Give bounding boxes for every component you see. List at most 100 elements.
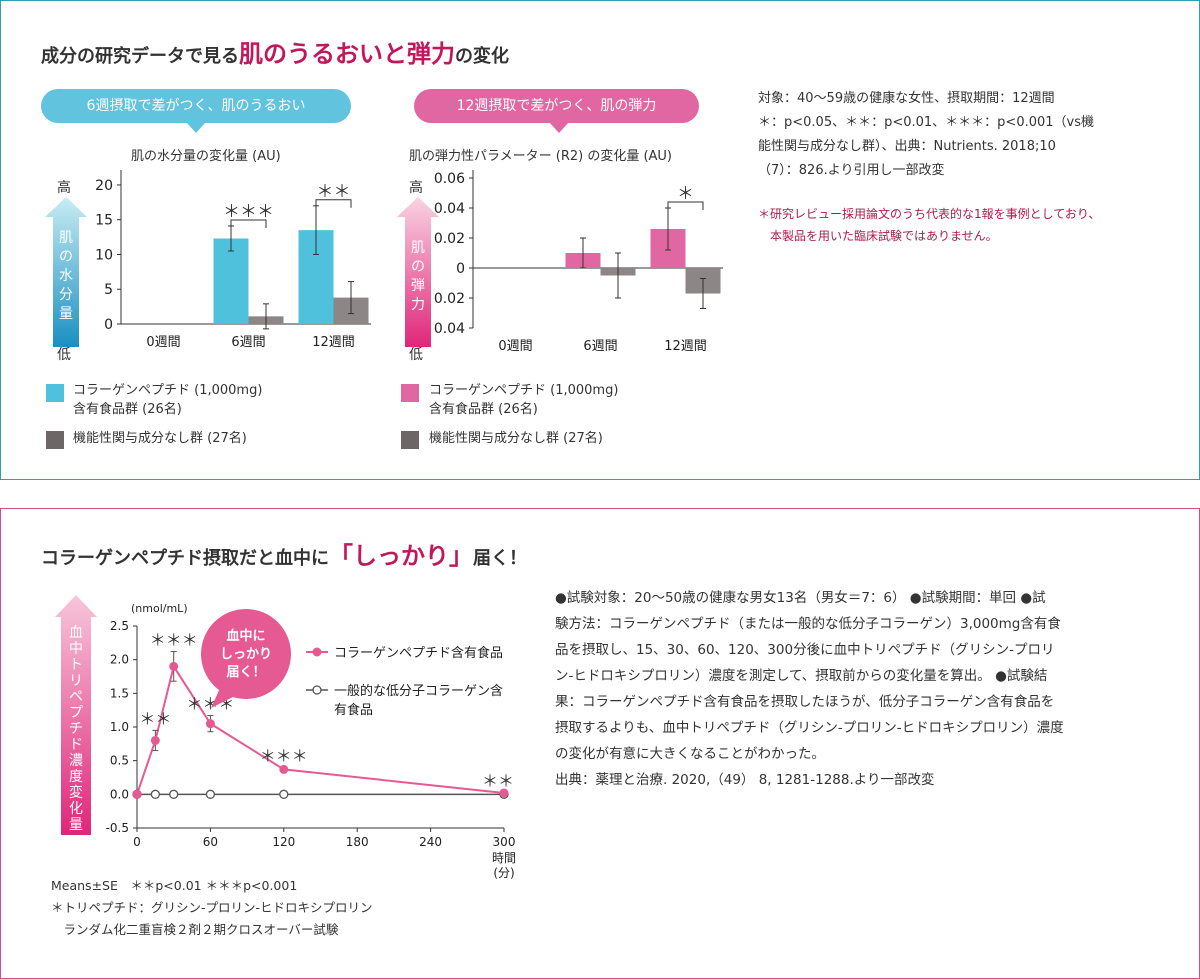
panel1-note-line-3: 能性関与成分なし群）、出典：Nutrients. 2018;10 <box>758 139 1056 154</box>
significance-label: ＊＊＊ <box>150 631 198 650</box>
panel1-note-line-1: 対象：40〜59歳の健康な女性、摂取期間：12週間 <box>758 91 1055 106</box>
x-tick-label: 60 <box>203 835 218 849</box>
moisture-low-label: 低 <box>57 347 71 363</box>
elasticity-axis-text-char: の <box>411 259 425 275</box>
x-tick-label: 240 <box>419 835 442 849</box>
blood-axis-text-char: リ <box>69 673 83 689</box>
significance-label: ＊＊ <box>139 709 171 728</box>
y-tick-label: 15 <box>95 213 113 229</box>
x-tick-label: 0週間 <box>498 339 532 354</box>
y-tick-label: -0.5 <box>106 821 129 835</box>
elasticity-legend-swatch-control <box>401 431 419 449</box>
callout-bubble: 血中に しっかり 届く！ <box>201 609 291 708</box>
x-axis-label-line2: (分) <box>493 866 514 880</box>
y-tick-label: 5 <box>104 282 113 298</box>
moisture-axis-arrow: 肌の水分量 <box>45 197 87 347</box>
moisture-axis-text-char: 分 <box>59 287 73 303</box>
bar <box>213 238 249 324</box>
x-tick-label: 180 <box>346 835 369 849</box>
control-point <box>150 789 160 799</box>
x-tick-label: 12週間 <box>312 335 355 350</box>
panel2-note-line-5: 果：コラーゲンペプチド含有食品を摂取したほうが、低分子コラーゲン含有食品を <box>555 694 1055 710</box>
legend-control-marker <box>312 685 322 695</box>
x-axis-label-line1: 時間 <box>492 851 516 865</box>
y-tick-label: 0.02 <box>434 231 465 247</box>
blood-axis-text-char: チ <box>69 721 83 737</box>
x-tick-label: 0 <box>133 835 141 849</box>
elasticity-legend-collagen-line2: 含有食品群 (26名) <box>429 402 538 417</box>
elasticity-high-label: 高 <box>409 180 423 196</box>
blood-axis-text-char: 血 <box>69 625 83 641</box>
blood-axis-text-char: 変 <box>69 784 83 801</box>
significance-label: ＊＊ <box>482 771 514 790</box>
y-tick-label: 2.5 <box>110 619 129 633</box>
panel1-title-post: の変化 <box>455 46 509 67</box>
footnote-line-1: Means±SE ＊＊p<0.01 ＊＊＊p<0.001 <box>51 878 298 893</box>
skin-data-panel: 成分の研究データで見る肌のうるおいと弾力の変化 6週摂取で差がつく、肌のうるおい… <box>0 0 1200 480</box>
panel1-title-pre: 成分の研究データで見る <box>41 46 239 67</box>
y-tick-label: 20 <box>95 178 113 194</box>
moisture-axis-text-char: 量 <box>59 306 73 322</box>
control-point <box>169 789 179 799</box>
elasticity-legend-control: 機能性関与成分なし群 (27名) <box>429 431 603 446</box>
y-tick-label: 0.06 <box>434 171 465 187</box>
y-tick-label: 2.0 <box>110 653 129 667</box>
legend-control-label-line1: 一般的な低分子コラーゲン含 <box>334 683 503 699</box>
panel2-note-line-2: 験方法：コラーゲンペプチド（または一般的な低分子コラーゲン）3,000mg含有食 <box>555 616 1061 632</box>
moisture-axis-text: 肌の水分量 <box>59 230 73 322</box>
blood-axis-text-char: プ <box>69 705 83 721</box>
panel1-study-note: 対象：40〜59歳の健康な女性、摂取期間：12週間 ＊：p<0.05、＊＊：p<… <box>758 87 1178 183</box>
panel2-note-line-8: 出典：薬理と治療. 2020,（49） 8, 1281-1288.より一部改変 <box>555 772 935 788</box>
elasticity-legend-collagen: コラーゲンペプチド (1,000mg) 含有食品群 (26名) <box>429 381 618 419</box>
elasticity-legend-collagen-line1: コラーゲンペプチド (1,000mg) <box>429 383 619 398</box>
y-tick-label: 10 <box>95 247 113 263</box>
blood-footnotes: Means±SE ＊＊p<0.01 ＊＊＊p<0.001 ＊トリペプチド：グリシ… <box>51 875 373 941</box>
y-tick-label: 0 <box>104 317 113 333</box>
moisture-legend-control: 機能性関与成分なし群 (27名) <box>73 431 247 446</box>
y-tick-label: 0 <box>456 261 465 277</box>
control-point <box>279 789 289 799</box>
x-tick-label: 120 <box>272 835 295 849</box>
legend-collagen-marker <box>312 647 322 657</box>
moisture-legend-collagen: コラーゲンペプチド (1,000mg) 含有食品群 (26名) <box>73 381 262 419</box>
elasticity-axis-text-char: 弾 <box>411 278 425 294</box>
collagen-point <box>132 789 142 799</box>
elasticity-bubble: 12週摂取で差がつく、肌の弾力 <box>414 89 699 123</box>
callout-line-1: 血中に <box>226 628 265 644</box>
moisture-high-label: 高 <box>57 180 71 196</box>
panel2-title-post: 届く！ <box>473 548 527 569</box>
control-point <box>205 789 216 799</box>
elasticity-legend-swatch-collagen <box>401 384 419 402</box>
significance-label: ＊＊ <box>317 182 351 202</box>
x-tick-label: 6週間 <box>231 335 265 350</box>
panel2-note-line-7: の変化が有意に大きくなることがわかった。 <box>555 746 825 762</box>
moisture-legend-collagen-line1: コラーゲンペプチド (1,000mg) <box>73 383 263 398</box>
legend-control-label-line2: 有食品 <box>334 702 373 718</box>
elasticity-chart-title: 肌の弾力性パラメーター (R2) の変化量 (AU) <box>409 149 673 164</box>
panel2-title: コラーゲンペプチド摂取だと血中に「しっかり」届く！ <box>41 536 527 571</box>
significance-label: ＊ <box>677 184 694 204</box>
x-tick-label: 6週間 <box>583 339 617 354</box>
x-tick-label: 12週間 <box>664 339 707 354</box>
collagen-series-line <box>136 663 505 795</box>
collagen-point <box>169 661 179 671</box>
panel2-note-line-6: 摂取するよりも、血中トリペプチド（グリシン-プロリン-ヒドロキシプロリン）濃度 <box>555 720 1064 736</box>
footnote-line-2: ＊トリペプチド：グリシン-プロリン-ヒドロキシプロリン <box>51 900 373 915</box>
panel1-title: 成分の研究データで見る肌のうるおいと弾力の変化 <box>41 34 509 69</box>
elasticity-axis-text-char: 力 <box>411 297 425 313</box>
moisture-legend-swatch-collagen <box>46 384 64 402</box>
y-tick-label: 1.5 <box>110 686 129 700</box>
y-tick-label: 0.5 <box>110 754 129 768</box>
legend-collagen-label: コラーゲンペプチド含有食品 <box>334 645 503 661</box>
panel1-note-line-4: （7）：826.より引用し一部改変 <box>758 163 945 178</box>
blood-axis-text-char: 化 <box>69 801 83 817</box>
moisture-bubble-tail <box>186 122 206 133</box>
panel1-disclaimer-line-1: ＊研究レビュー採用論文のうち代表的な1報を事例としており、 <box>758 207 1101 221</box>
panel1-title-highlight: 肌のうるおいと弾力 <box>239 40 455 68</box>
collagen-point <box>150 735 160 745</box>
x-tick-label: 0週間 <box>146 335 180 350</box>
y-tick-label: 0.04 <box>434 201 465 217</box>
significance-bracket <box>315 199 352 208</box>
significance-label: ＊＊＊ <box>260 746 308 765</box>
blood-data-panel: コラーゲンペプチド摂取だと血中に「しっかり」届く！ 血中トリペプチド濃度変化量 … <box>0 508 1200 979</box>
